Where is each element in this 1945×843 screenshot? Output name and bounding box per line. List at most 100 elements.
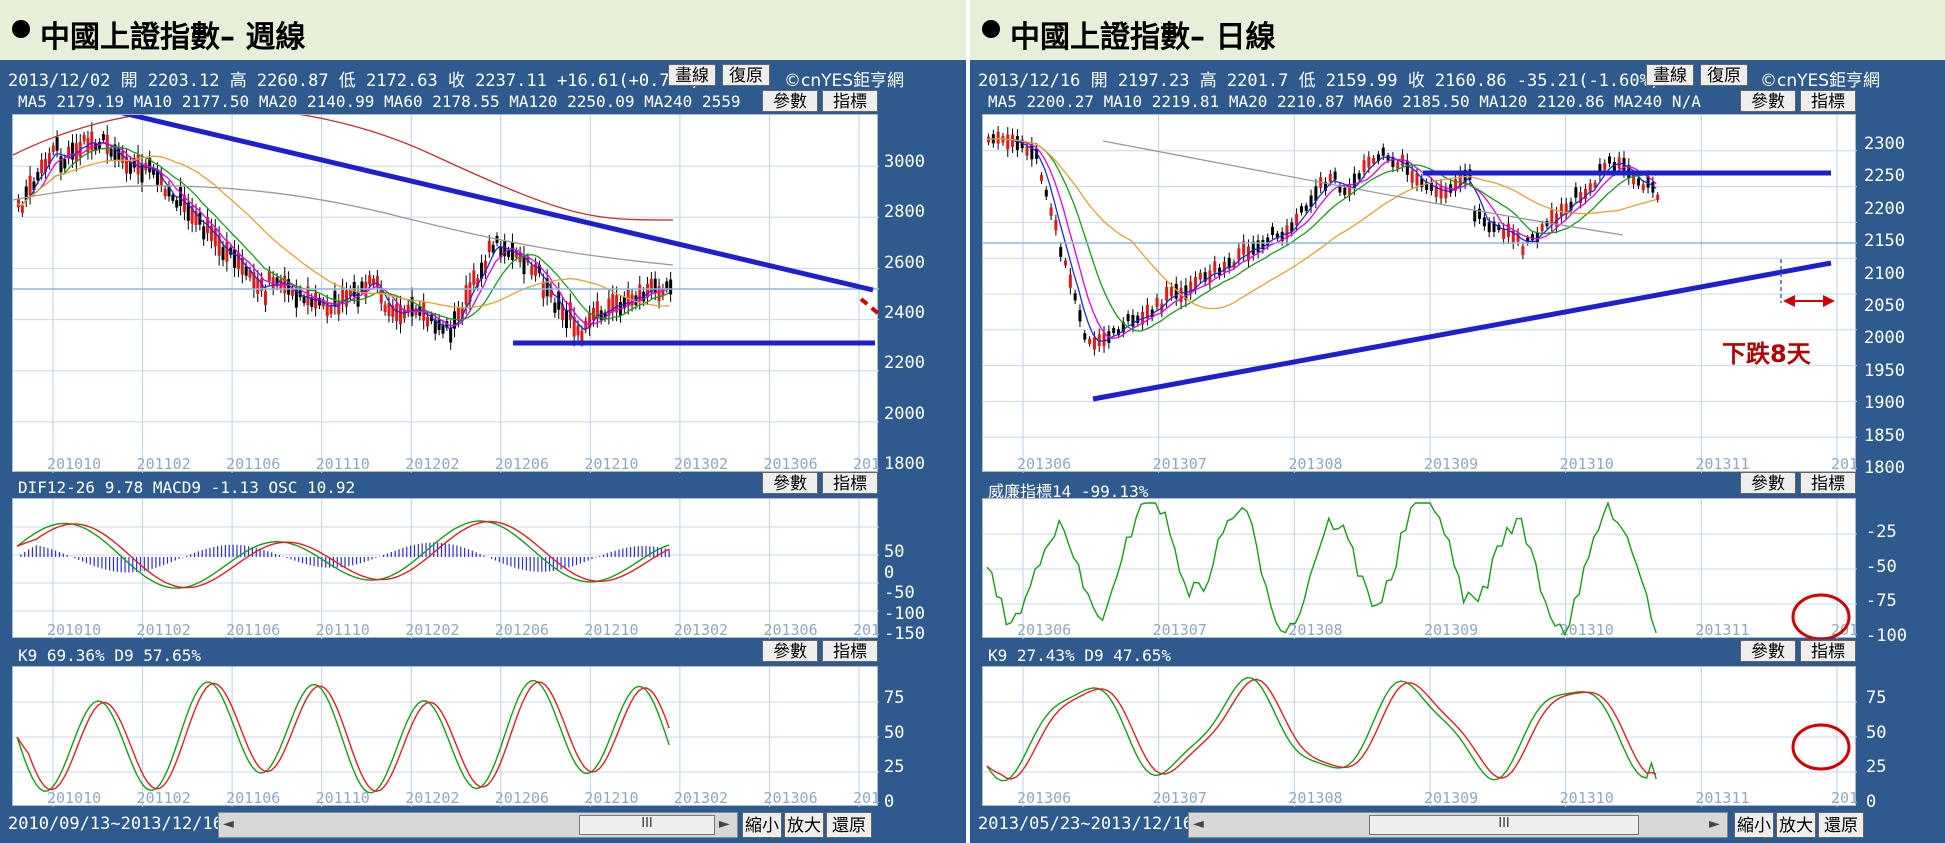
down-candle [1357,173,1361,180]
weekly-date-range: 2010/09/13~2013/12/16 [8,814,223,834]
up-candle [159,173,163,186]
macd-param-button[interactable]: 參數 [762,472,818,494]
down-candle [1569,201,1573,211]
x-axis-label: 201311 [1695,789,1749,807]
scroll-left-icon[interactable]: ◄ [1193,816,1204,832]
daily-kd-plot[interactable]: 201306 201307 201308 201309 201310 201311 2013… [982,666,1857,807]
up-candle [426,316,430,327]
williams-plot[interactable]: 2013062013072013082013092013102013112013… [982,498,1857,639]
up-candle [661,287,665,297]
y-axis-label: 0 [884,792,895,812]
down-candle [665,281,669,290]
down-candle [653,278,657,293]
copyright-text: ©cnYES鉅亨網 [784,71,905,91]
y-axis-label: -50 [1866,556,1897,577]
daily-date-range: 2013/05/23~2013/12/16 [978,814,1193,834]
down-candle [152,167,156,175]
scroll-right-icon[interactable]: ► [1709,816,1720,832]
down-candle [1651,181,1655,193]
up-candle [607,298,611,316]
x-axis-label: 201106 [226,789,280,807]
down-candle [1574,187,1578,198]
wr-param-button[interactable]: 參數 [1740,472,1796,494]
macd-indicator-button[interactable]: 指標 [822,472,878,494]
down-candle [233,249,237,268]
down-candle [1020,139,1024,149]
down-candle [32,181,36,191]
down-candle [564,309,568,329]
moving-average-line [986,138,1657,340]
param-button[interactable]: 參數 [1740,90,1796,112]
draw-line-button[interactable]: 畫線 [668,64,716,86]
up-candle [368,275,372,285]
reset-button[interactable]: 還原 [826,812,872,838]
down-candle [317,297,321,306]
down-candle [1598,163,1602,176]
down-candle [1478,208,1482,219]
weekly-price-plot[interactable]: 201010 201102 201106 201110 201202 201206 2012… [12,114,879,473]
zoom-in-button[interactable]: 放大 [784,812,824,838]
zoom-out-button[interactable]: 縮小 [1734,812,1774,838]
down-candle [1386,155,1390,161]
daily-kd-info: K9 27.43% D9 47.65% [988,646,1172,665]
up-candle [213,228,217,247]
moving-average-line [986,138,1657,310]
daily-scrollbar[interactable]: ◄ III ► [1188,812,1728,838]
up-candle [240,257,244,275]
up-candle [1453,179,1457,191]
indicator-button[interactable]: 指標 [1800,90,1856,112]
reset-button[interactable]: 還原 [1818,812,1864,838]
down-candle [669,279,673,295]
y-axis-label: 0 [1866,792,1877,812]
kd-indicator-button[interactable]: 指標 [1800,640,1856,662]
up-candle [267,271,271,281]
y-axis-label: 2100 [1864,263,1905,284]
up-candle [645,283,649,298]
up-candle [337,300,341,315]
scroll-thumb[interactable]: III [1369,815,1639,835]
down-candle [275,277,279,287]
draw-line-button[interactable]: 畫線 [1646,64,1694,86]
up-candle [568,302,572,320]
up-candle [399,305,403,324]
up-candle [514,250,518,258]
weekly-scrollbar[interactable]: ◄ III ► [218,812,738,838]
up-candle [391,305,395,318]
up-candle [1189,281,1193,294]
down-candle [1376,154,1380,162]
down-candle [1150,309,1154,318]
down-candle [333,290,337,307]
up-candle [1656,194,1660,200]
down-candle [545,278,549,297]
weekly-kd-plot[interactable]: 201010 201102 201106 201110 201202 201206 2012… [12,666,879,807]
scroll-right-icon[interactable]: ► [719,816,730,832]
indicator-button[interactable]: 指標 [822,90,878,112]
param-button[interactable]: 參數 [762,90,818,112]
down-candle [71,142,75,160]
x-axis-label: 201206 [495,455,549,473]
up-candle [1049,207,1053,216]
undo-button[interactable]: 復原 [1700,64,1748,86]
kd-indicator-button[interactable]: 指標 [822,640,878,662]
x-axis-label: 201202 [405,789,459,807]
down-candle [1612,162,1616,172]
macd-plot[interactable]: 201010 201102 201106 201110 201202 201206 2012… [12,498,879,639]
down-candle [1545,220,1549,227]
zoom-in-button[interactable]: 放大 [1776,812,1816,838]
kd-param-button[interactable]: 參數 [1740,640,1796,662]
up-candle [1198,272,1202,280]
d-line [16,681,670,793]
down-candle [1381,147,1385,156]
up-candle [325,301,329,317]
zoom-out-button[interactable]: 縮小 [742,812,782,838]
scroll-thumb[interactable]: III [579,815,715,835]
daily-price-plot[interactable]: 201306 201307 201308 201309 201310 201311 2013… [982,114,1857,473]
up-candle [136,154,140,175]
up-candle [290,288,294,296]
down-candle [1492,221,1496,232]
kd-param-button[interactable]: 參數 [762,640,818,662]
undo-button[interactable]: 復原 [722,64,770,86]
scroll-left-icon[interactable]: ◄ [223,816,234,832]
wr-indicator-button[interactable]: 指標 [1800,472,1856,494]
down-candle [410,297,414,317]
